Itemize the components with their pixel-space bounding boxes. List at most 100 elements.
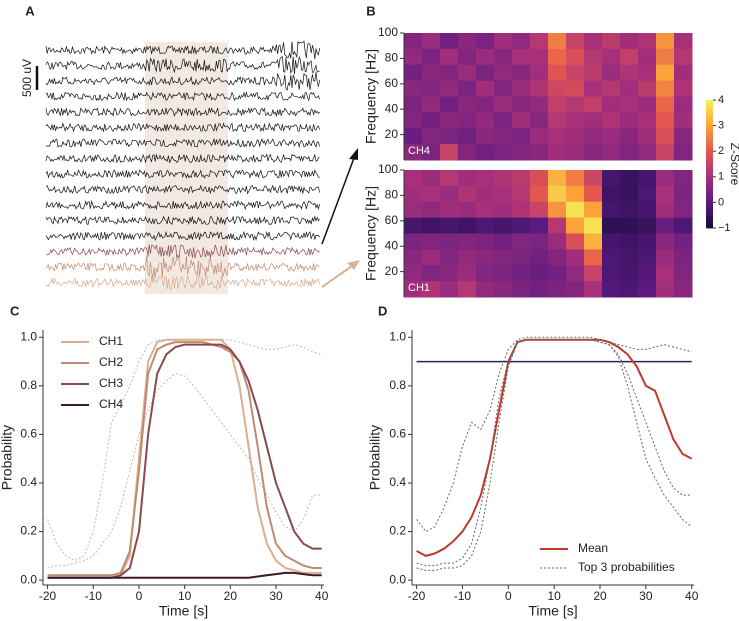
heatmap-cell bbox=[638, 33, 657, 50]
heatmap-cell bbox=[530, 249, 549, 266]
y-axis-label: Frequency [Hz] bbox=[363, 186, 379, 281]
colorbar-tick-label: −1 bbox=[718, 222, 731, 234]
x-tick-label: 0 bbox=[505, 589, 512, 603]
heatmap-cell bbox=[422, 128, 441, 145]
heatmap-cell bbox=[566, 217, 585, 234]
heatmap-cell bbox=[656, 217, 675, 234]
eeg-trace bbox=[45, 184, 320, 195]
colorbar-segment bbox=[706, 108, 713, 111]
heatmap-cell bbox=[566, 64, 585, 82]
heatmap-cell bbox=[458, 217, 477, 234]
y-axis-label: Probability bbox=[0, 425, 15, 490]
series-line bbox=[47, 341, 322, 577]
heatmap-cell bbox=[404, 185, 423, 203]
heatmap-cell bbox=[494, 249, 513, 266]
heatmap-cell bbox=[620, 128, 639, 145]
heatmap-cell bbox=[602, 265, 621, 282]
heatmap-cell bbox=[674, 265, 693, 282]
heatmap-cell bbox=[494, 96, 513, 113]
colorbar-segment bbox=[706, 218, 713, 221]
heatmap-cell bbox=[638, 201, 657, 219]
colorbar-segment bbox=[706, 200, 713, 203]
y-tick-label: 20 bbox=[385, 127, 399, 141]
heatmap-cell bbox=[602, 144, 621, 161]
heatmap-cell bbox=[512, 64, 531, 82]
x-tick-label: 20 bbox=[593, 589, 607, 603]
heatmap-cell bbox=[440, 144, 459, 161]
colorbar-segment bbox=[706, 150, 713, 153]
colorbar-segment bbox=[706, 162, 713, 165]
x-tick-label: 40 bbox=[315, 589, 329, 603]
heatmap-cell bbox=[674, 144, 693, 161]
legend-label: CH4 bbox=[99, 397, 123, 411]
heatmap-cell bbox=[476, 185, 495, 203]
colorbar-segment bbox=[706, 196, 713, 199]
heatmap-cell bbox=[440, 33, 459, 50]
heatmap-cell bbox=[440, 249, 459, 266]
heatmap-cell bbox=[494, 80, 513, 97]
heatmap-cell bbox=[656, 128, 675, 145]
heatmap-cell bbox=[530, 217, 549, 234]
colorbar-segment bbox=[706, 190, 713, 193]
heatmap-cell bbox=[422, 185, 441, 203]
heatmap-cell bbox=[620, 233, 639, 250]
heatmap-cell bbox=[458, 128, 477, 145]
colorbar-segment bbox=[706, 116, 713, 119]
heatmap-cell bbox=[584, 201, 603, 219]
heatmap-cell bbox=[458, 144, 477, 161]
channel-label: CH4 bbox=[408, 145, 430, 157]
heatmap-cell bbox=[512, 217, 531, 234]
heatmap-cell bbox=[404, 96, 423, 113]
dotted-line bbox=[47, 373, 322, 569]
heatmap-cell bbox=[566, 128, 585, 145]
x-tick-label: 20 bbox=[224, 589, 238, 603]
colorbar-segment bbox=[706, 138, 713, 141]
heatmap-cell bbox=[674, 64, 693, 82]
heatmap-cell bbox=[566, 96, 585, 113]
heatmap-cell bbox=[602, 233, 621, 250]
colorbar-tick-label: 2 bbox=[718, 145, 724, 157]
heatmap-cell bbox=[656, 112, 675, 129]
heatmap-cell bbox=[548, 185, 567, 203]
heatmap-cell bbox=[476, 217, 495, 234]
heatmap-cell bbox=[404, 201, 423, 219]
arrow-head bbox=[349, 148, 358, 160]
heatmap-cell bbox=[620, 96, 639, 113]
heatmap-cell bbox=[422, 48, 441, 66]
heatmap-cell bbox=[638, 249, 657, 266]
colorbar-segment bbox=[706, 188, 713, 191]
heatmap-cell bbox=[566, 80, 585, 97]
heatmap-cell bbox=[512, 33, 531, 50]
series-line bbox=[416, 338, 693, 557]
y-axis-label: Frequency [Hz] bbox=[363, 49, 379, 144]
heatmap-cell bbox=[404, 265, 423, 282]
heatmap-cell bbox=[584, 170, 603, 187]
heatmap-cell bbox=[620, 112, 639, 129]
heatmap-cell bbox=[548, 170, 567, 187]
heatmap-cell bbox=[422, 265, 441, 282]
heatmap-cell bbox=[530, 80, 549, 97]
heatmap-cell bbox=[440, 281, 459, 298]
panel-label: A bbox=[25, 3, 35, 18]
heatmap-cell bbox=[656, 80, 675, 97]
heatmap-cell bbox=[602, 217, 621, 234]
heatmap-cell bbox=[404, 80, 423, 97]
heatmap-cell bbox=[656, 265, 675, 282]
colorbar-segment bbox=[706, 166, 713, 169]
heatmap-cell bbox=[422, 96, 441, 113]
heatmap-cell bbox=[584, 33, 603, 50]
colorbar-segment bbox=[706, 156, 713, 159]
colorbar-segment bbox=[706, 160, 713, 163]
heatmap-cell bbox=[674, 112, 693, 129]
heatmap-cell bbox=[404, 48, 423, 66]
heatmap-cell bbox=[440, 265, 459, 282]
heatmap-cell bbox=[512, 48, 531, 66]
heatmap-cell bbox=[566, 170, 585, 187]
heatmap-cell bbox=[602, 112, 621, 129]
colorbar-segment bbox=[706, 220, 713, 223]
heatmap-cell bbox=[620, 48, 639, 66]
eeg-trace bbox=[45, 199, 320, 211]
colorbar-segment bbox=[706, 212, 713, 215]
colorbar-segment bbox=[706, 132, 713, 135]
colorbar-segment bbox=[706, 154, 713, 157]
